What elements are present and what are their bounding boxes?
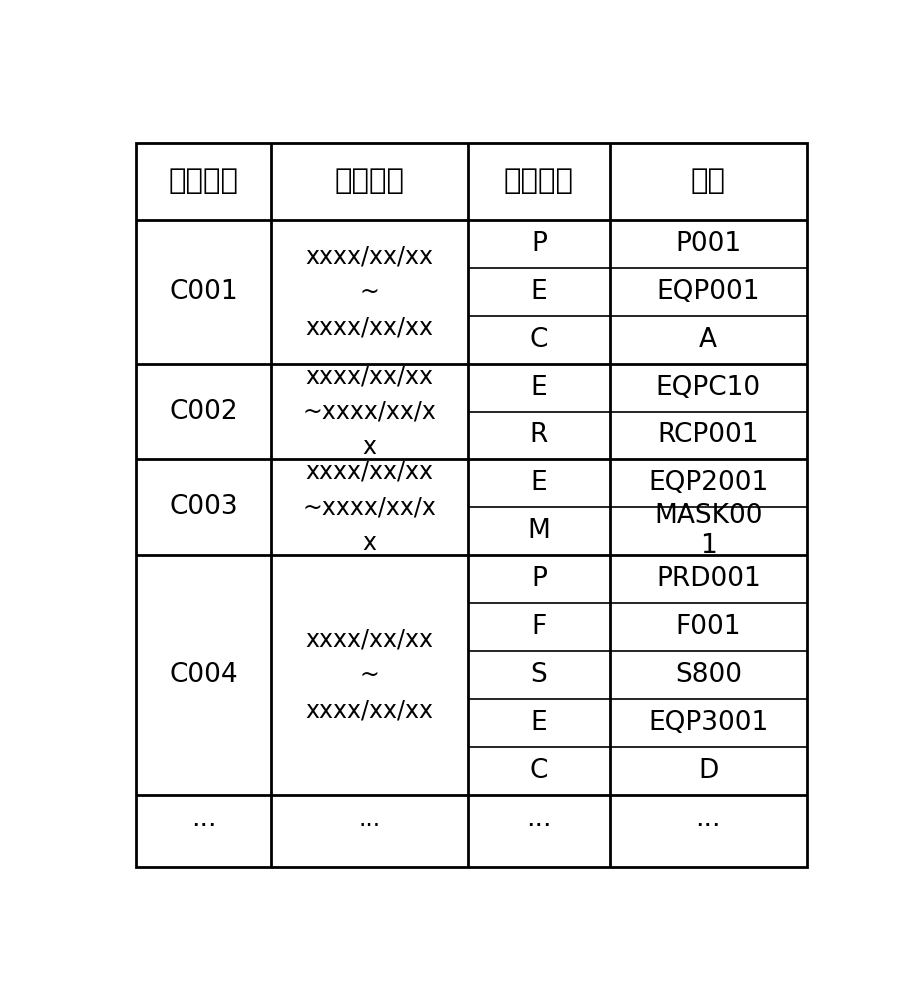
Text: E: E xyxy=(530,279,547,305)
Text: A: A xyxy=(698,327,717,353)
Text: P001: P001 xyxy=(675,231,741,257)
Text: MASK00
1: MASK00 1 xyxy=(653,503,762,559)
Text: EQP3001: EQP3001 xyxy=(647,710,767,736)
Text: xxxx/xx/xx
~xxxx/xx/x
x: xxxx/xx/xx ~xxxx/xx/x x xyxy=(302,364,436,459)
Text: EQPC10: EQPC10 xyxy=(655,375,760,401)
Text: S800: S800 xyxy=(674,662,741,688)
Text: ...: ... xyxy=(191,806,216,832)
Text: F001: F001 xyxy=(675,614,740,640)
Text: 约束因子: 约束因子 xyxy=(504,167,573,195)
Text: P: P xyxy=(530,566,546,592)
Text: E: E xyxy=(530,470,547,496)
Text: S: S xyxy=(530,662,547,688)
Text: xxxx/xx/xx
~xxxx/xx/x
x: xxxx/xx/xx ~xxxx/xx/x x xyxy=(302,460,436,555)
Text: E: E xyxy=(530,375,547,401)
Text: EQP001: EQP001 xyxy=(656,279,759,305)
Text: C002: C002 xyxy=(169,399,238,425)
Text: 实例编号: 实例编号 xyxy=(168,167,239,195)
Text: RCP001: RCP001 xyxy=(657,422,758,448)
Text: 有效时间: 有效时间 xyxy=(335,167,404,195)
Text: C003: C003 xyxy=(169,494,238,520)
Text: xxxx/xx/xx
~
xxxx/xx/xx: xxxx/xx/xx ~ xxxx/xx/xx xyxy=(305,244,433,339)
Text: R: R xyxy=(529,422,548,448)
Text: P: P xyxy=(530,231,546,257)
Text: ...: ... xyxy=(526,806,551,832)
Text: C: C xyxy=(529,327,548,353)
Text: xxxx/xx/xx
~
xxxx/xx/xx: xxxx/xx/xx ~ xxxx/xx/xx xyxy=(305,628,433,723)
Text: PRD001: PRD001 xyxy=(655,566,760,592)
Text: F: F xyxy=(530,614,546,640)
Text: C001: C001 xyxy=(169,279,238,305)
Text: C004: C004 xyxy=(169,662,238,688)
Text: E: E xyxy=(530,710,547,736)
Text: ...: ... xyxy=(358,807,380,831)
Text: 条件: 条件 xyxy=(690,167,725,195)
Text: ...: ... xyxy=(695,806,720,832)
Text: M: M xyxy=(527,518,550,544)
Text: D: D xyxy=(698,758,718,784)
Text: C: C xyxy=(529,758,548,784)
Text: EQP2001: EQP2001 xyxy=(647,470,767,496)
